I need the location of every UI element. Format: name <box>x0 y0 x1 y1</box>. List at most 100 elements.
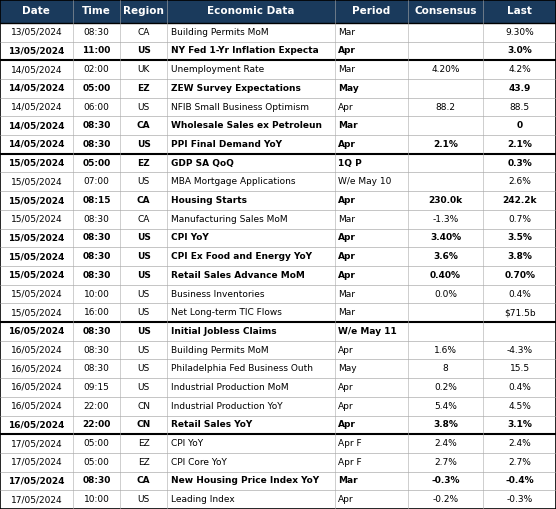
Text: May: May <box>338 84 359 93</box>
Text: W/e May 11: W/e May 11 <box>338 327 397 336</box>
Text: 08:15: 08:15 <box>82 196 111 205</box>
Bar <box>0 303 556 322</box>
Text: Manufacturing Sales MoM: Manufacturing Sales MoM <box>171 215 287 224</box>
Text: Mar: Mar <box>338 215 355 224</box>
Text: W/e May 10: W/e May 10 <box>338 177 391 186</box>
Bar <box>0 79 556 98</box>
Text: 3.8%: 3.8% <box>433 420 458 430</box>
Text: 22:00: 22:00 <box>82 420 111 430</box>
Text: US: US <box>137 140 151 149</box>
Text: Retail Sales Advance MoM: Retail Sales Advance MoM <box>171 271 305 280</box>
Text: Apr: Apr <box>338 271 356 280</box>
Text: $71.5b: $71.5b <box>504 308 535 317</box>
Bar <box>0 266 556 285</box>
Text: Date: Date <box>22 7 51 16</box>
Text: Industrial Production MoM: Industrial Production MoM <box>171 383 288 392</box>
Text: Mar: Mar <box>338 308 355 317</box>
Text: 15/05/2024: 15/05/2024 <box>8 234 64 242</box>
Text: -0.3%: -0.3% <box>431 476 460 486</box>
Text: CPI YoY: CPI YoY <box>171 439 203 448</box>
Text: 15/05/2024: 15/05/2024 <box>8 271 64 280</box>
Text: Mar: Mar <box>338 65 355 74</box>
Text: UK: UK <box>138 65 150 74</box>
Text: Building Permits MoM: Building Permits MoM <box>171 346 269 355</box>
Bar <box>0 42 556 61</box>
Text: ZEW Survey Expectations: ZEW Survey Expectations <box>171 84 301 93</box>
Text: 10:00: 10:00 <box>83 495 110 504</box>
Text: 0.70%: 0.70% <box>504 271 535 280</box>
Text: Apr: Apr <box>338 346 354 355</box>
Text: CPI Ex Food and Energy YoY: CPI Ex Food and Energy YoY <box>171 252 312 261</box>
Bar <box>0 210 556 229</box>
Bar <box>0 490 556 509</box>
Text: 5.4%: 5.4% <box>434 402 457 411</box>
Bar <box>0 341 556 359</box>
Text: 0.4%: 0.4% <box>508 290 531 298</box>
Bar <box>0 434 556 453</box>
Text: 9.30%: 9.30% <box>505 28 534 37</box>
Text: 14/05/2024: 14/05/2024 <box>8 140 64 149</box>
Text: EZ: EZ <box>138 458 150 467</box>
Text: 2.1%: 2.1% <box>433 140 458 149</box>
Text: CA: CA <box>137 196 151 205</box>
Text: Apr: Apr <box>338 402 354 411</box>
Text: CA: CA <box>137 476 151 486</box>
Text: CN: CN <box>137 402 150 411</box>
Text: US: US <box>138 495 150 504</box>
Bar <box>0 98 556 117</box>
Text: CA: CA <box>138 28 150 37</box>
Text: 02:00: 02:00 <box>83 65 110 74</box>
Text: 1.6%: 1.6% <box>434 346 457 355</box>
Text: CN: CN <box>137 420 151 430</box>
Text: 08:30: 08:30 <box>83 364 110 373</box>
Text: 0: 0 <box>517 121 523 130</box>
Text: Business Inventories: Business Inventories <box>171 290 264 298</box>
Text: CPI YoY: CPI YoY <box>171 234 208 242</box>
Text: PPI Final Demand YoY: PPI Final Demand YoY <box>171 140 282 149</box>
Text: 16/05/2024: 16/05/2024 <box>11 346 62 355</box>
Text: -0.4%: -0.4% <box>505 476 534 486</box>
Text: Wholesale Sales ex Petroleun: Wholesale Sales ex Petroleun <box>171 121 322 130</box>
Text: Apr: Apr <box>338 102 354 111</box>
Text: 0.2%: 0.2% <box>434 383 457 392</box>
Text: Apr F: Apr F <box>338 458 362 467</box>
Bar <box>0 135 556 154</box>
Text: 0.3%: 0.3% <box>507 159 532 167</box>
Text: 05:00: 05:00 <box>82 159 111 167</box>
Text: 242.2k: 242.2k <box>503 196 537 205</box>
Text: US: US <box>137 252 151 261</box>
Text: Building Permits MoM: Building Permits MoM <box>171 28 269 37</box>
Text: 17/05/2024: 17/05/2024 <box>11 458 62 467</box>
Text: Mar: Mar <box>338 121 358 130</box>
Text: 2.7%: 2.7% <box>434 458 457 467</box>
Bar <box>0 397 556 415</box>
Text: 88.5: 88.5 <box>510 102 530 111</box>
Text: US: US <box>137 46 151 55</box>
Text: 05:00: 05:00 <box>83 458 110 467</box>
Text: 8: 8 <box>443 364 448 373</box>
Text: 43.9: 43.9 <box>509 84 531 93</box>
Text: 3.40%: 3.40% <box>430 234 461 242</box>
Text: 07:00: 07:00 <box>83 177 110 186</box>
Text: -4.3%: -4.3% <box>507 346 533 355</box>
Bar <box>0 0 556 23</box>
Text: 88.2: 88.2 <box>435 102 455 111</box>
Text: US: US <box>137 234 151 242</box>
Text: -0.3%: -0.3% <box>507 495 533 504</box>
Text: CA: CA <box>138 215 150 224</box>
Bar <box>0 191 556 210</box>
Text: 3.1%: 3.1% <box>507 420 532 430</box>
Text: Economic Data: Economic Data <box>207 7 295 16</box>
Text: US: US <box>138 177 150 186</box>
Text: Time: Time <box>82 7 111 16</box>
Text: Net Long-term TIC Flows: Net Long-term TIC Flows <box>171 308 281 317</box>
Text: 0.4%: 0.4% <box>508 383 531 392</box>
Text: 4.20%: 4.20% <box>431 65 460 74</box>
Text: NFIB Small Business Optimism: NFIB Small Business Optimism <box>171 102 309 111</box>
Text: Apr: Apr <box>338 420 356 430</box>
Text: Apr: Apr <box>338 140 356 149</box>
Text: 16/05/2024: 16/05/2024 <box>8 327 64 336</box>
Bar <box>0 117 556 135</box>
Bar <box>0 247 556 266</box>
Text: Mar: Mar <box>338 476 358 486</box>
